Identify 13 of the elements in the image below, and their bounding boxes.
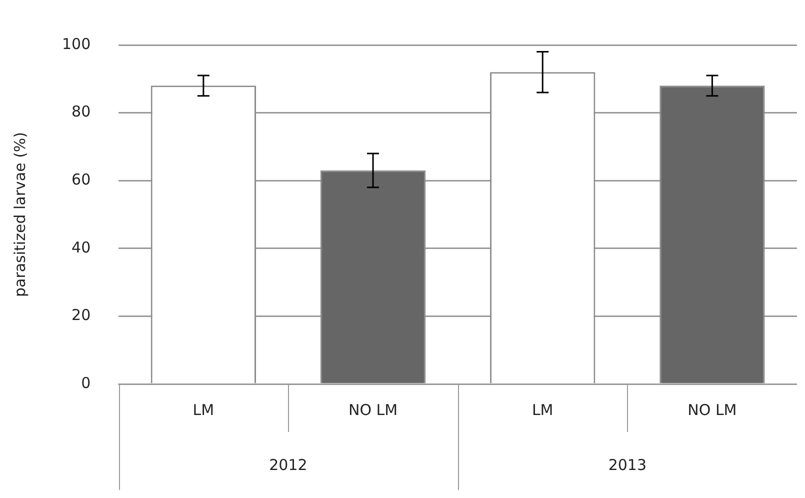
text: 2013 — [608, 456, 646, 474]
y-tick-label: 80 — [72, 102, 91, 121]
y-tick-label: 20 — [72, 306, 91, 324]
y-tick-label: 60 — [72, 170, 91, 188]
x-tick-label: LM — [192, 400, 214, 419]
y-tick-label: 0 — [81, 374, 91, 392]
text: 2012 — [269, 456, 308, 474]
y-tick-label: 100 — [62, 34, 91, 53]
y-tick-label: 40 — [72, 238, 91, 256]
x-tick-label: NO LM — [688, 400, 737, 419]
x-tick-label: NO LM — [348, 400, 398, 419]
y-axis-title: parasitized larvae (%) — [10, 132, 29, 298]
x-tick-label: LM — [532, 400, 554, 419]
